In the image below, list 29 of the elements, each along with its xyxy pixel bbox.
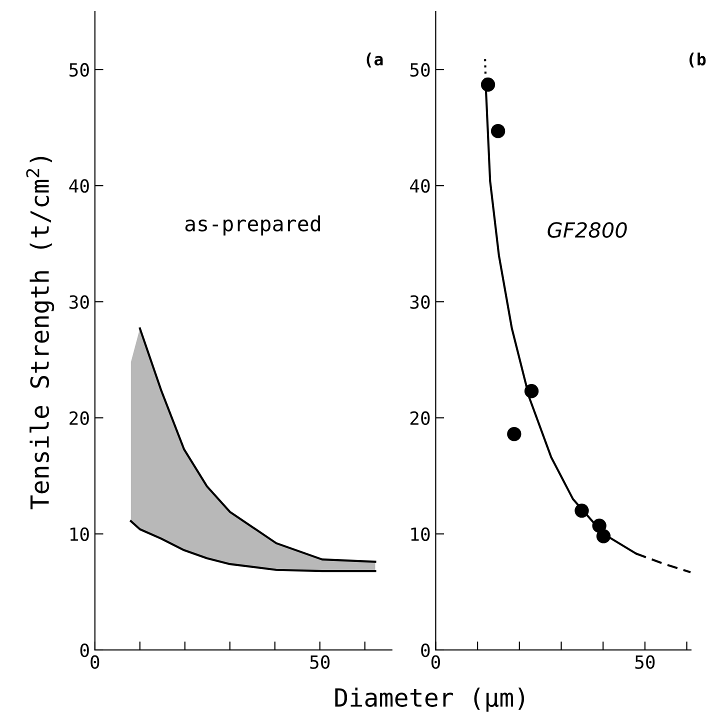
annotation: (a bbox=[366, 52, 383, 68]
y-tick-label: 30 bbox=[70, 295, 89, 309]
point bbox=[524, 384, 539, 398]
y-tick-label: 20 bbox=[70, 411, 89, 425]
point bbox=[490, 124, 506, 138]
annotation: as-prepared bbox=[185, 215, 320, 236]
point bbox=[596, 529, 611, 544]
point bbox=[574, 504, 589, 518]
y-axis-title: Tensile Strength (t/cm$^{2}$) bbox=[26, 156, 54, 510]
y-tick-label: 40 bbox=[410, 179, 430, 193]
y-tick-label: 10 bbox=[70, 527, 89, 542]
y-tick-label: 50 bbox=[70, 63, 89, 77]
y-tick-label: 40 bbox=[69, 179, 89, 193]
line-series bbox=[130, 520, 376, 572]
y-tick-label: 10 bbox=[411, 527, 430, 542]
x-tick-label: 50 bbox=[635, 655, 655, 669]
y-tick-label: 50 bbox=[410, 63, 430, 77]
y-tick-label: 20 bbox=[410, 411, 430, 425]
x-axis-title: Diameter (μm) bbox=[335, 688, 524, 712]
point bbox=[507, 426, 522, 442]
point bbox=[480, 78, 496, 92]
annotation: GF2800 bbox=[548, 222, 627, 238]
y-tick-label: 0 bbox=[421, 643, 430, 658]
annotation: (b bbox=[689, 52, 706, 68]
y-tick-label: 0 bbox=[80, 643, 89, 658]
x-tick-label: 0 bbox=[90, 655, 100, 669]
x-tick-label: 50 bbox=[310, 655, 330, 669]
y-tick-label: 30 bbox=[410, 295, 430, 309]
x-tick-label: 0 bbox=[431, 655, 440, 669]
